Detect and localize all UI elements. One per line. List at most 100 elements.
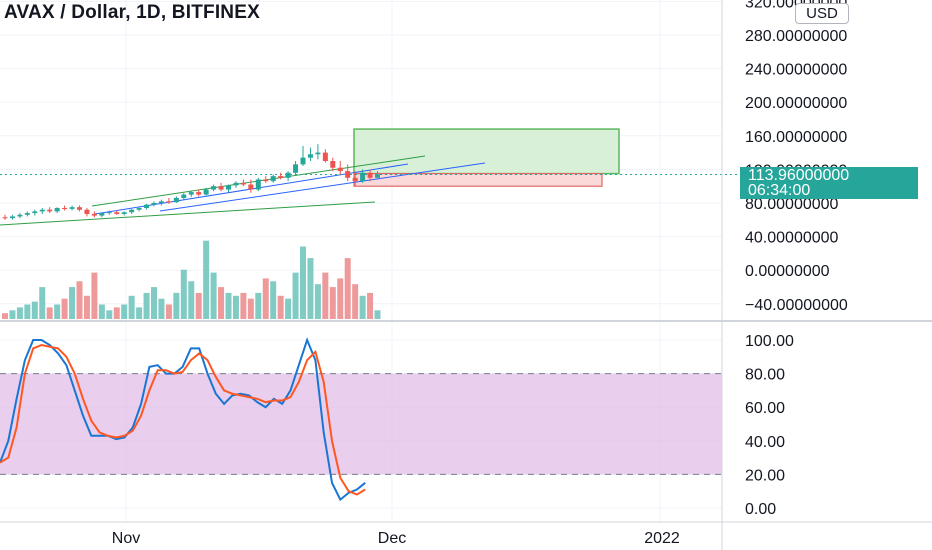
volume-bar [314,284,321,319]
volume-bar [98,304,105,319]
volume-bar [292,272,299,319]
volume-bar [143,292,150,319]
candle-body [24,213,30,215]
time-tick-label: Dec [378,530,406,547]
price-tick-label: 40.00000000 [745,230,839,247]
candle-body [263,179,269,182]
volume-bar [188,281,195,319]
candle-body [255,179,261,190]
candle-body [248,184,254,190]
volume-bar [329,287,336,319]
stoch-k-line [0,337,366,502]
candle-body [352,177,358,182]
price-tick-label: 280.00000000 [745,28,847,45]
candle-body [151,203,157,205]
candle-body [315,152,321,155]
candle-body [337,167,343,172]
candle-body [99,213,105,216]
volume-bar [106,310,113,319]
candle-body [211,186,217,190]
volume-bar [374,310,381,319]
stop-zone [353,173,603,187]
time-tick-label: Nov [112,530,140,547]
time-axis-labels: Nov Dec 2022 [112,530,680,547]
candle-body [293,164,299,173]
volume-bar [2,313,8,319]
volume-bar [91,272,98,319]
candle-body [106,212,112,214]
volume-bar [46,307,53,319]
volume-bar [151,287,157,319]
candle-body [69,207,75,209]
candle-body [121,212,127,214]
osc-tick-label: 20.00 [745,467,785,484]
volume-bar [195,292,202,319]
volume-bar [262,278,269,319]
volume-bar [352,284,359,319]
volume-bar [337,278,344,319]
candle-body [270,176,276,182]
volume-bar [218,287,225,319]
stoch-d-line [0,344,366,496]
volume-bar [24,304,31,319]
volume-bar [307,258,314,319]
candle-body [77,207,82,210]
candle-body [54,208,60,212]
last-price-value: 113.96000000 [748,167,850,184]
osc-tick-label: 40.00 [745,434,785,451]
candle-body [17,214,23,217]
candle-body [84,209,90,214]
price-tick-label: 80.00000000 [745,196,839,213]
volume-bar [9,310,16,319]
volume-bar [285,298,292,319]
volume-bar [232,295,239,319]
price-tick-label: −40.00000000 [745,297,848,314]
volume-bar [367,292,374,319]
last-price-tag: 113.96000000 06:34:00 [740,167,918,199]
volume-bar [322,272,329,319]
price-tick-label: 200.00000000 [745,95,847,112]
candle-body [233,182,239,186]
volume-bar [210,272,217,319]
candle-body [114,212,120,214]
price-tick-label: 240.00000000 [745,62,847,79]
price-tick-label: 160.00000000 [745,129,847,146]
candle-body [322,152,328,161]
candle-body [375,174,380,178]
volume-bar [173,292,180,319]
candle-body [173,197,179,203]
candle-body [345,171,351,178]
volume-bar [83,295,90,319]
volume-bar [136,307,143,319]
candle-body [2,217,8,219]
candle-body [203,189,209,195]
volume-bar [165,304,172,319]
volume-bar [203,240,210,319]
candle-body [144,204,150,209]
volume-bar [158,298,165,319]
candle-body [226,185,231,190]
candle-body [129,209,135,213]
candle-body [158,201,164,203]
candle-body [32,211,38,214]
stoch-band [0,373,722,475]
candle-body [278,176,284,178]
volume-bars [2,240,381,319]
osc-tick-label: 80.00 [745,367,785,384]
volume-bar [69,287,76,319]
stoch-lines [0,337,366,502]
osc-axis-labels: 100.00 80.00 60.00 40.00 20.00 0.00 [745,333,794,518]
candle-body [240,182,246,185]
volume-bar [121,304,128,319]
osc-tick-label: 100.00 [745,333,794,350]
channel-lower-line [159,162,486,212]
price-tick-label: 0.00000000 [745,263,830,280]
volume-bar [270,281,277,319]
candle-body [285,172,291,178]
volume-bar [247,298,254,319]
volume-bar [31,301,38,319]
time-tick-label: 2022 [644,530,680,547]
target-zone [353,128,620,175]
currency-badge[interactable]: USD [795,3,849,24]
osc-tick-label: 60.00 [745,400,785,417]
